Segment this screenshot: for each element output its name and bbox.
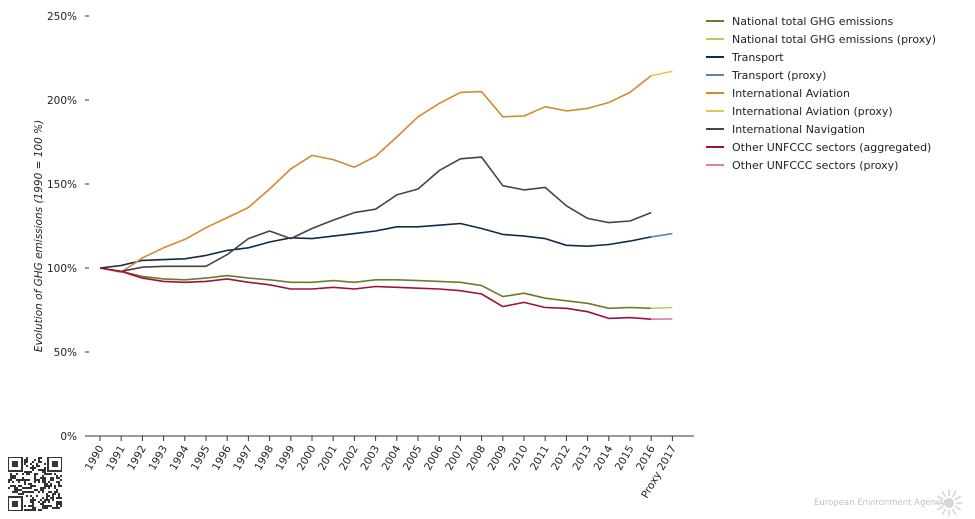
x-tick-label: 2012 xyxy=(549,444,573,473)
x-tick-label: 2003 xyxy=(358,444,382,473)
series-line-transport xyxy=(99,222,652,269)
legend-swatch xyxy=(706,146,724,148)
y-tick-label: 50% xyxy=(54,347,77,359)
series-line-transport-proxy xyxy=(651,232,673,238)
series-line-national-total-ghg-emissions-proxy xyxy=(651,306,673,310)
x-tick-label: 2010 xyxy=(507,444,531,473)
legend-swatch xyxy=(706,92,724,94)
legend: National total GHG emissions National tot… xyxy=(706,12,936,174)
qr-code-icon xyxy=(8,457,62,511)
y-axis-title: Evolution of GHG emissions (1990 = 100 %… xyxy=(33,120,45,352)
y-tick-label: 0% xyxy=(60,431,77,443)
y-tick-label: 100% xyxy=(47,263,77,275)
legend-item-transport[interactable]: Transport xyxy=(706,48,936,66)
y-tick-label: 150% xyxy=(47,179,77,191)
y-tick-labels: 0% 50% 100% 150% 200% 250% xyxy=(47,11,77,443)
series-line-national-total-ghg-emissions xyxy=(99,267,652,310)
x-tick-label: 1999 xyxy=(274,444,298,473)
series-line-international-navigation xyxy=(99,156,652,273)
x-tick-label: 2008 xyxy=(464,443,488,472)
legend-label: National total GHG emissions xyxy=(732,14,894,28)
x-tick-label: 2002 xyxy=(337,444,361,473)
y-tick-label: 250% xyxy=(47,11,77,23)
x-tick-label: 2015 xyxy=(613,444,637,473)
legend-label: Transport xyxy=(732,50,784,64)
x-tick-label: 2013 xyxy=(570,444,594,473)
legend-swatch xyxy=(706,56,724,58)
legend-swatch xyxy=(706,38,724,40)
x-tick-label: 2001 xyxy=(316,444,340,473)
legend-swatch xyxy=(706,128,724,130)
x-tick-label: 2004 xyxy=(380,443,404,472)
x-tick-label: 2000 xyxy=(295,444,319,473)
legend-item-other-unfccc-sectors-proxy[interactable]: Other UNFCCC sectors (proxy) xyxy=(706,156,936,174)
series-line-international-aviation-proxy xyxy=(651,70,673,77)
x-tick-label: 1992 xyxy=(125,444,149,473)
legend-swatch xyxy=(706,20,724,22)
legend-item-international-aviation[interactable]: International Aviation xyxy=(706,84,936,102)
y-tick-label: 200% xyxy=(47,95,77,107)
legend-item-national-total-ghg-emissions-proxy[interactable]: National total GHG emissions (proxy) xyxy=(706,30,936,48)
x-tick-label: 1990 xyxy=(83,444,107,473)
x-tick-label: 1995 xyxy=(189,444,213,473)
x-tick-label: 1998 xyxy=(252,444,276,473)
legend-label: Transport (proxy) xyxy=(732,68,827,82)
legend-swatch xyxy=(706,110,724,112)
x-tick-label: 2006 xyxy=(422,443,446,472)
x-tick-label: 2007 xyxy=(443,444,467,473)
legend-item-transport-proxy[interactable]: Transport (proxy) xyxy=(706,66,936,84)
x-tick-label: 1994 xyxy=(168,443,192,472)
x-tick-label: 2009 xyxy=(486,444,510,473)
legend-label: Other UNFCCC sectors (aggregated) xyxy=(732,140,932,154)
legend-item-international-aviation-proxy[interactable]: International Aviation (proxy) xyxy=(706,102,936,120)
legend-label: International Aviation (proxy) xyxy=(732,104,893,118)
eea-brand-text: European Environment Agency xyxy=(814,498,946,508)
legend-item-international-navigation[interactable]: International Navigation xyxy=(706,120,936,138)
legend-swatch xyxy=(706,164,724,166)
legend-swatch xyxy=(706,74,724,76)
legend-item-other-unfccc-sectors-aggregated[interactable]: Other UNFCCC sectors (aggregated) xyxy=(706,138,936,156)
axes xyxy=(85,15,694,441)
x-tick-label: 1996 xyxy=(210,443,234,472)
series-line-other-unfccc-sectors-aggregated xyxy=(99,267,652,320)
legend-label: International Navigation xyxy=(732,122,866,136)
legend-item-national-total-ghg-emissions[interactable]: National total GHG emissions xyxy=(706,12,936,30)
x-tick-label: 1993 xyxy=(146,444,170,473)
series-lines xyxy=(99,70,673,320)
x-tick-label: 1997 xyxy=(231,444,255,473)
x-tick-label: 2011 xyxy=(528,444,552,473)
x-tick-labels: 1990199119921993199419951996199719981999… xyxy=(83,443,679,500)
legend-label: International Aviation xyxy=(732,86,850,100)
series-line-international-aviation xyxy=(99,74,652,273)
eea-logo-icon xyxy=(935,489,963,517)
legend-label: Other UNFCCC sectors (proxy) xyxy=(732,158,899,172)
x-tick-label: 2014 xyxy=(592,443,616,472)
x-tick-label: 1991 xyxy=(104,444,128,473)
x-tick-label: 2005 xyxy=(401,444,425,473)
legend-label: National total GHG emissions (proxy) xyxy=(732,32,937,46)
